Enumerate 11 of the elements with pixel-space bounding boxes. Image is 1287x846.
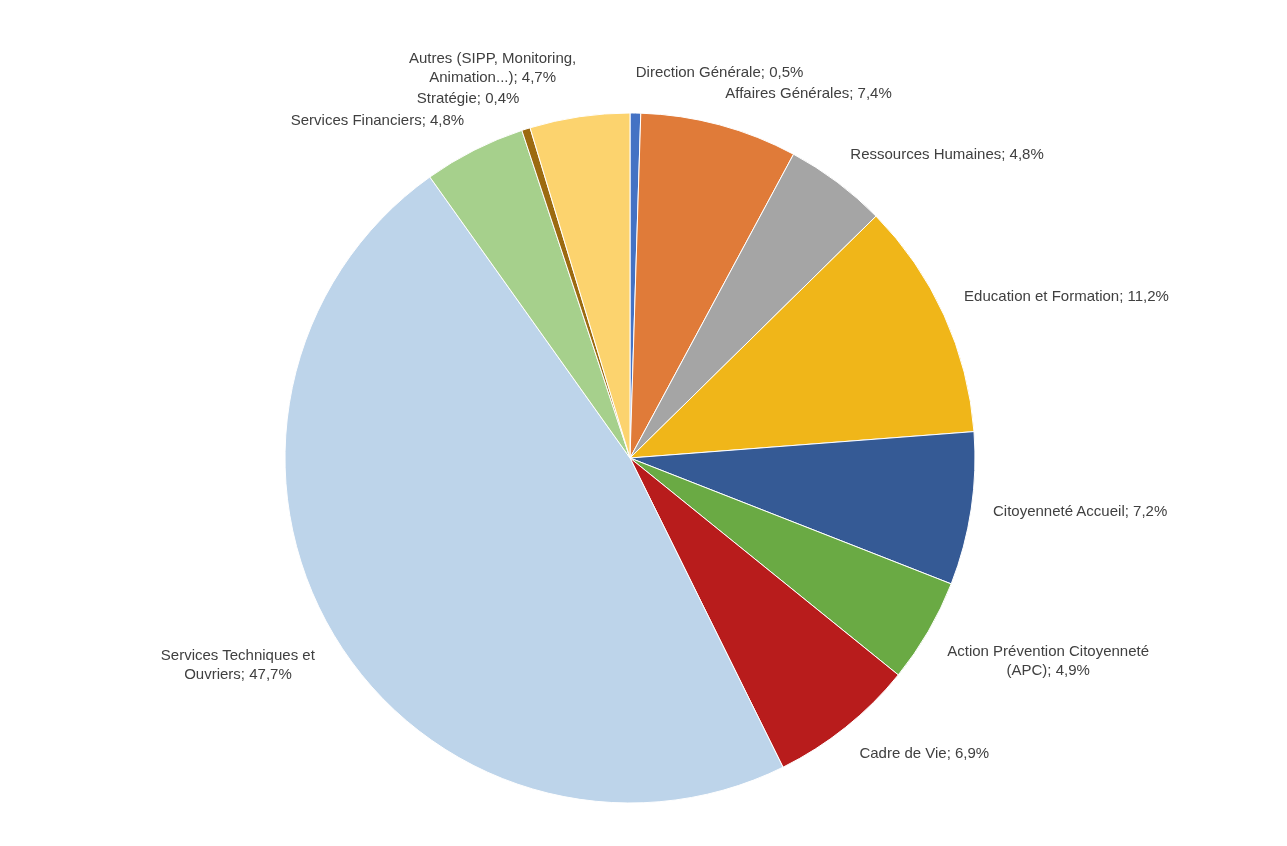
- slice-label: Autres (SIPP, Monitoring, Animation...); 4,7%: [408, 48, 577, 85]
- slice-label: Affaires Générales; 7,4%: [725, 84, 892, 102]
- slice-label: Citoyenneté Accueil; 7,2%: [992, 502, 1168, 520]
- slice-label: Ressources Humaines; 4,8%: [850, 145, 1044, 163]
- slice-label: Stratégie; 0,4%: [416, 88, 520, 106]
- slice-label: Cadre de Vie; 6,9%: [859, 744, 990, 762]
- slice-label: Education et Formation; 11,2%: [964, 286, 1169, 304]
- slice-label: Direction Générale; 0,5%: [635, 63, 804, 81]
- slice-label: Services Financiers; 4,8%: [290, 111, 465, 129]
- slice-label: Action Prévention Citoyenneté (APC); 4,9%: [947, 642, 1150, 679]
- slice-label: Services Techniques et Ouvriers; 47,7%: [160, 646, 316, 683]
